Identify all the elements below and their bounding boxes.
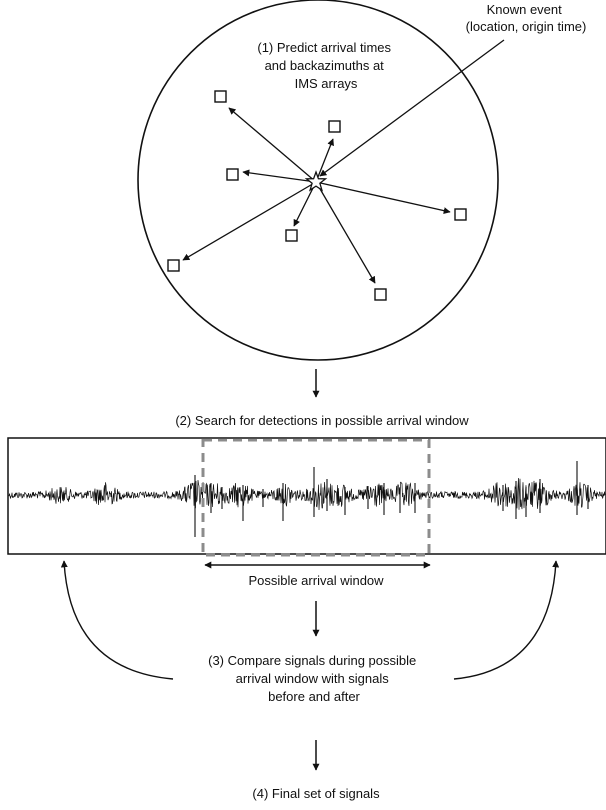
square-icon	[328, 120, 341, 133]
possible-arrival-window-box	[201, 438, 431, 557]
square-icon	[167, 259, 180, 272]
step2-title: (2) Search for detections in possible ar…	[175, 413, 469, 428]
ray-to-station-3	[242, 169, 317, 183]
ray-to-station-4	[315, 181, 451, 215]
seismogram-spikes	[194, 461, 589, 537]
step1-title: (1) Predict arrival times and backazimut…	[257, 40, 394, 91]
seismogram-noise	[8, 477, 606, 511]
step4-title: (4) Final set of signals	[252, 786, 380, 801]
ray-to-station-2	[315, 138, 334, 183]
square-icon	[285, 229, 298, 242]
known-event-label: Known event (location, origin time)	[466, 2, 587, 34]
window-label: Possible arrival window	[248, 573, 384, 588]
globe-panel: (1) Predict arrival times and backazimut…	[137, 0, 587, 361]
compare-before-arrow	[60, 560, 174, 680]
square-icon	[454, 208, 467, 221]
known-event-pointer	[319, 39, 505, 177]
arrival-rays	[182, 107, 451, 284]
ray-to-station-7	[315, 181, 376, 284]
ray-to-station-1	[228, 107, 317, 183]
waveform-panel	[7, 437, 606, 557]
step3-title: (3) Compare signals during possible arri…	[208, 653, 420, 704]
square-icon	[374, 288, 387, 301]
earth-circle	[137, 0, 499, 361]
square-icon	[226, 168, 239, 181]
ray-to-station-6	[182, 181, 317, 261]
seismogram-trace	[8, 461, 606, 537]
star-icon	[304, 170, 328, 192]
compare-after-arrow	[453, 560, 560, 680]
ims-stations	[167, 90, 467, 301]
square-icon	[214, 90, 227, 103]
